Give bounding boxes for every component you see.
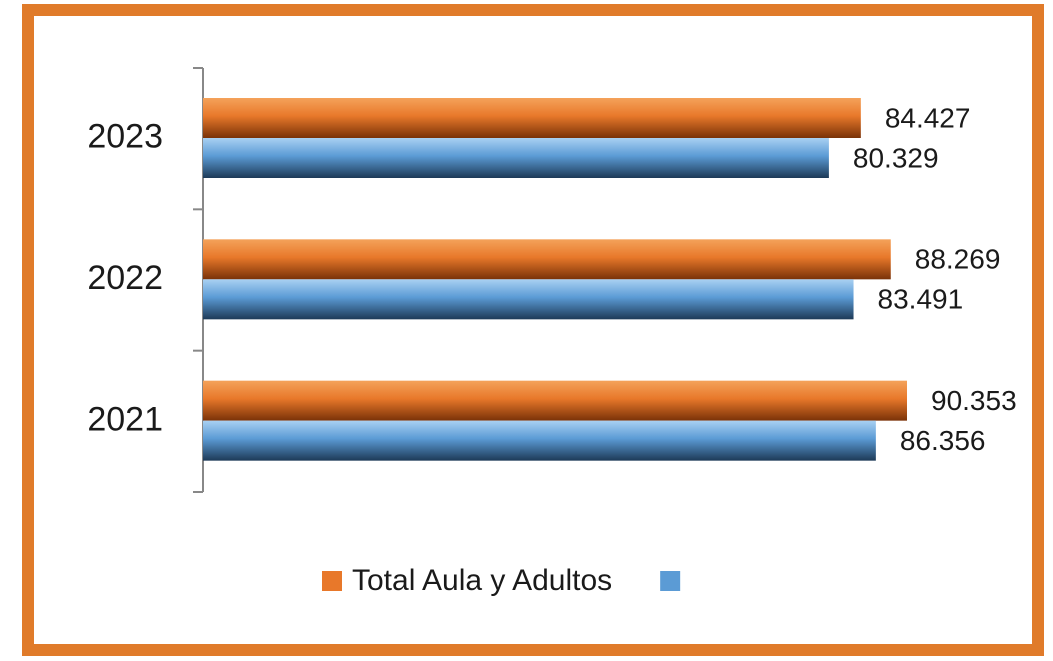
category-label: 2022: [87, 259, 163, 297]
bar: [203, 98, 861, 138]
legend-swatch: [322, 571, 342, 591]
value-label: 84.427: [885, 102, 971, 133]
bar: [203, 138, 829, 178]
bar: [203, 420, 876, 461]
value-label: 88.269: [915, 244, 1001, 275]
value-label: 86.356: [900, 425, 986, 456]
value-label: 80.329: [853, 142, 939, 173]
bar: [203, 239, 891, 280]
legend-label: Total Aula y Adultos: [352, 564, 612, 597]
bar: [203, 380, 907, 421]
legend-swatch: [660, 571, 681, 591]
category-label: 2021: [87, 400, 163, 438]
bar: [203, 279, 854, 320]
value-label: 90.353: [931, 385, 1017, 416]
category-label: 2023: [87, 118, 163, 156]
value-label: 83.491: [878, 284, 964, 315]
